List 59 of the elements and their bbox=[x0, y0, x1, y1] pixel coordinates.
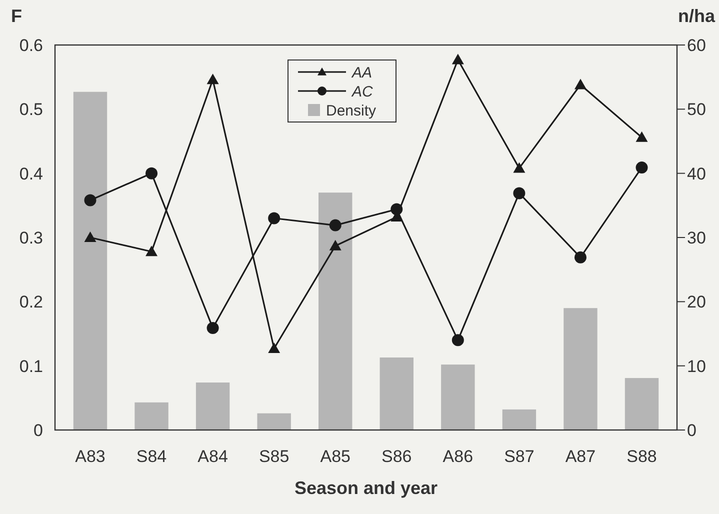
point bbox=[390, 203, 403, 216]
point bbox=[574, 251, 586, 264]
y2-tick-label: 60 bbox=[687, 36, 706, 55]
legend-label: AC bbox=[351, 83, 374, 100]
y-tick-label: 0.2 bbox=[19, 292, 43, 312]
y2-tick-label: 10 bbox=[687, 356, 706, 376]
x-tick-label: A87 bbox=[565, 447, 596, 466]
x-tick-label: S88 bbox=[626, 447, 657, 466]
y-tick-label: 0.1 bbox=[19, 356, 43, 376]
bar bbox=[196, 382, 230, 430]
legend-label: Density bbox=[326, 102, 377, 120]
legend-label: AA bbox=[351, 64, 372, 82]
point bbox=[146, 167, 158, 180]
x-tick-label: S85 bbox=[258, 447, 290, 466]
bar bbox=[318, 192, 352, 430]
point bbox=[513, 187, 526, 200]
y2-axis-title: n/ha bbox=[678, 6, 716, 26]
bar bbox=[564, 308, 598, 430]
point bbox=[329, 240, 342, 250]
bar bbox=[134, 402, 168, 430]
point bbox=[84, 232, 96, 242]
bar bbox=[502, 409, 536, 430]
x-tick-label: S84 bbox=[136, 447, 167, 466]
x-tick-label: A83 bbox=[75, 447, 106, 466]
y2-tick-label: 30 bbox=[687, 228, 706, 248]
point bbox=[84, 194, 96, 206]
point bbox=[452, 334, 464, 346]
y-tick-label: 0.4 bbox=[19, 164, 43, 184]
point bbox=[513, 162, 526, 173]
point bbox=[268, 212, 280, 224]
point bbox=[452, 54, 464, 64]
y-tick-label: 0.3 bbox=[19, 228, 43, 248]
x-tick-label: A86 bbox=[442, 447, 474, 466]
y2-tick-label: 50 bbox=[687, 100, 706, 120]
point bbox=[206, 74, 219, 84]
point bbox=[636, 162, 648, 174]
y-tick-label: 0 bbox=[34, 420, 43, 440]
point bbox=[329, 219, 342, 232]
x-axis-title: Season and year bbox=[294, 478, 438, 498]
x-tick-label: S87 bbox=[504, 447, 534, 466]
point bbox=[268, 342, 280, 354]
bar bbox=[624, 378, 659, 430]
y-axis-title: F bbox=[11, 6, 22, 26]
y2-tick-label: 0 bbox=[687, 420, 696, 440]
point bbox=[636, 131, 648, 142]
x-tick-label: A85 bbox=[320, 447, 350, 466]
y-tick-label: 0.5 bbox=[19, 100, 43, 120]
x-tick-label: S86 bbox=[382, 447, 412, 466]
x-tick-label: A84 bbox=[198, 447, 228, 466]
point bbox=[146, 246, 158, 256]
y2-tick-label: 20 bbox=[687, 292, 706, 312]
point bbox=[206, 322, 219, 334]
y2-tick-label: 40 bbox=[687, 164, 706, 184]
bar bbox=[257, 413, 291, 430]
point bbox=[574, 78, 586, 90]
bar bbox=[380, 357, 414, 430]
bar bbox=[441, 364, 475, 430]
y-tick-label: 0.6 bbox=[19, 36, 43, 55]
bar bbox=[73, 92, 108, 430]
